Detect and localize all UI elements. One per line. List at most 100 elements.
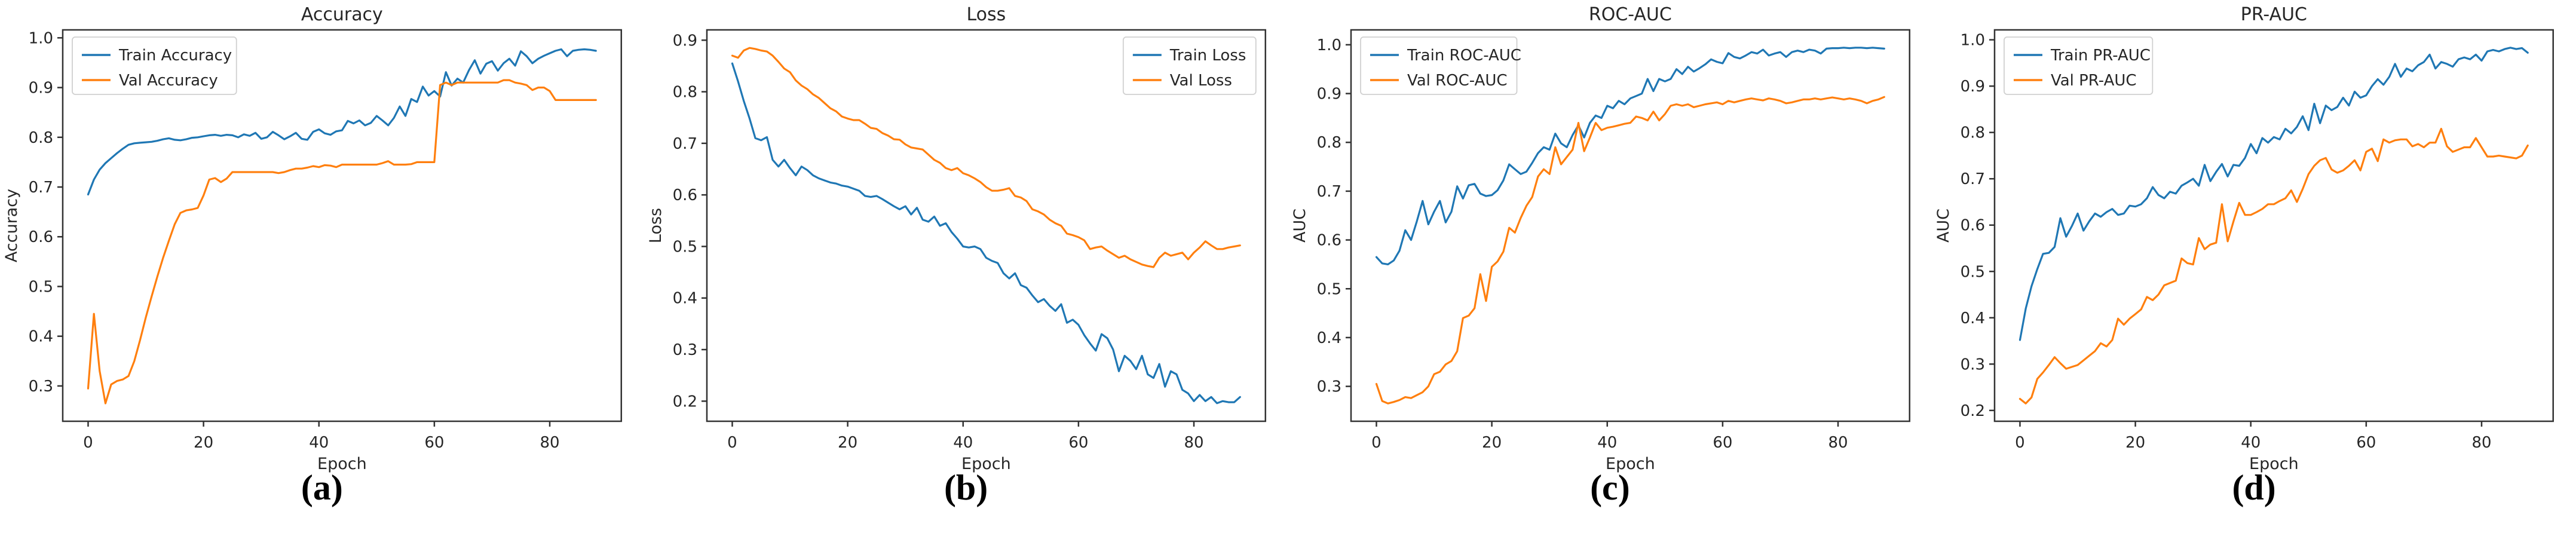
legend-label: Val PR-AUC (2051, 72, 2137, 90)
y-tick-label: 0.9 (1961, 78, 1985, 96)
plot-frame (62, 29, 623, 422)
y-tick-label: 0.5 (1961, 263, 1985, 281)
x-tick-label: 40 (953, 434, 973, 452)
chart-title: ROC-AUC (1588, 4, 1671, 25)
x-tick-label: 40 (2241, 434, 2260, 452)
y-tick-label: 0.3 (1961, 356, 1985, 373)
y-tick-label: 0.6 (1316, 232, 1341, 250)
y-axis-label: AUC (1934, 209, 1953, 243)
y-axis-label: Loss (647, 208, 665, 243)
legend-label: Val ROC-AUC (1407, 72, 1507, 90)
legend: Train PR-AUC Val PR-AUC (2004, 36, 2154, 95)
accuracy-chart: 0.3 0.4 0.5 0.6 0.7 0.8 0.9 1.0 0 20 40 60 80 Accurac… (2, 4, 623, 473)
y-tick-label: 0.5 (1316, 280, 1341, 298)
val-loss-line (731, 47, 1241, 268)
x-tick-label: 20 (1482, 434, 1502, 452)
x-axis-label: Epoch (1606, 455, 1655, 473)
y-tick-label: 0.6 (29, 228, 53, 246)
y-tick-label: 0.6 (1961, 217, 1985, 235)
x-tick-label: 0 (1371, 434, 1382, 452)
caption-b: (b) (944, 468, 988, 507)
x-tick-label: 80 (2472, 434, 2492, 452)
train-roc-auc-line (1375, 47, 1885, 265)
panel-pr-auc: 0.2 0.3 0.4 0.5 0.6 0.7 0.8 0.9 1.0 0 20 40 60 80 PR-A… (1932, 0, 2576, 533)
legend-label: Train ROC-AUC (1406, 47, 1521, 65)
val-accuracy-line (87, 79, 597, 405)
y-tick-label: 0.3 (1316, 378, 1341, 396)
x-tick-label: 60 (1068, 434, 1088, 452)
x-tick-label: 40 (1597, 434, 1617, 452)
roc-auc-chart: 0.3 0.4 0.5 0.6 0.7 0.8 0.9 1.0 0 20 40 60 80 ROC-AUC… (1290, 4, 1910, 473)
y-tick-label: 0.6 (672, 186, 697, 204)
y-tick-label: 1.0 (1316, 36, 1341, 54)
caption-a: (a) (301, 468, 343, 507)
y-tick-label: 0.4 (1316, 329, 1341, 347)
x-axis-label: Epoch (961, 455, 1011, 473)
x-tick-label: 60 (424, 434, 444, 452)
x-tick-label: 0 (83, 434, 93, 452)
y-tick-label: 0.5 (29, 278, 53, 296)
legend: Train ROC-AUC Val ROC-AUC (1359, 36, 1521, 95)
y-tick-label: 0.3 (672, 341, 697, 359)
pr-auc-chart: 0.2 0.3 0.4 0.5 0.6 0.7 0.8 0.9 1.0 0 20 40 60 80 PR-A… (1934, 4, 2554, 473)
train-accuracy-line (87, 48, 597, 196)
x-tick-label: 40 (309, 434, 329, 452)
y-tick-label: 0.7 (672, 135, 697, 153)
legend: Train Loss Val Loss (1122, 36, 1257, 95)
y-tick-label: 0.4 (672, 290, 697, 308)
y-tick-label: 0.8 (1316, 134, 1341, 152)
caption-d: (d) (2232, 468, 2276, 507)
x-tick-label: 20 (838, 434, 857, 452)
loss-chart: 0.2 0.3 0.4 0.5 0.6 0.7 0.8 0.9 0 20 40 60 80 Loss Epo… (647, 4, 1266, 473)
panel-accuracy: 0.3 0.4 0.5 0.6 0.7 0.8 0.9 1.0 0 20 40 60 80 Accurac… (0, 0, 644, 533)
y-tick-label: 1.0 (29, 29, 53, 47)
legend-box (1359, 36, 1517, 95)
y-tick-label: 0.4 (29, 328, 53, 346)
x-tick-label: 0 (2015, 434, 2025, 452)
x-tick-label: 20 (2125, 434, 2145, 452)
y-tick-label: 0.7 (29, 179, 53, 197)
y-tick-label: 0.7 (1961, 170, 1985, 188)
chart-title: PR-AUC (2241, 4, 2307, 25)
y-tick-label: 1.0 (1961, 32, 1985, 50)
x-tick-label: 80 (540, 434, 559, 452)
legend-box (72, 36, 237, 95)
y-tick-label: 0.9 (29, 79, 53, 97)
x-tick-label: 60 (2357, 434, 2376, 452)
y-tick-label: 0.8 (672, 84, 697, 102)
y-tick-label: 0.2 (672, 393, 697, 411)
train-loss-line (731, 62, 1241, 405)
y-tick-label: 0.9 (672, 32, 697, 50)
y-tick-label: 0.2 (1961, 402, 1985, 420)
y-tick-label: 0.8 (29, 129, 53, 147)
y-tick-label: 0.7 (1316, 183, 1341, 201)
y-axis-label: Accuracy (2, 189, 21, 262)
legend-label: Val Accuracy (119, 72, 218, 90)
x-tick-label: 60 (1713, 434, 1732, 452)
train-pr-auc-line (2019, 47, 2529, 341)
x-tick-label: 0 (727, 434, 737, 452)
x-axis-label: Epoch (317, 455, 367, 473)
plot-frame (1350, 29, 1910, 422)
y-axis-label: AUC (1290, 209, 1309, 243)
legend-label: Train PR-AUC (2050, 47, 2151, 65)
x-tick-label: 80 (1184, 434, 1203, 452)
y-tick-label: 0.5 (672, 238, 697, 256)
y-tick-label: 0.3 (29, 378, 53, 396)
val-roc-auc-line (1375, 96, 1885, 405)
chart-title: Loss (966, 4, 1006, 25)
x-tick-label: 20 (194, 434, 213, 452)
y-tick-label: 0.9 (1316, 85, 1341, 103)
chart-title: Accuracy (301, 4, 383, 25)
legend-label: Train Accuracy (118, 47, 232, 65)
panel-loss: 0.2 0.3 0.4 0.5 0.6 0.7 0.8 0.9 0 20 40 60 80 Loss Epo… (644, 0, 1288, 533)
x-tick-label: 80 (1828, 434, 1848, 452)
legend-label: Train Loss (1169, 47, 1246, 65)
y-tick-label: 0.8 (1961, 124, 1985, 142)
legend: Train Accuracy Val Accuracy (72, 36, 237, 95)
plot-frame (706, 29, 1266, 422)
panel-roc-auc: 0.3 0.4 0.5 0.6 0.7 0.8 0.9 1.0 0 20 40 60 80 ROC-AUC… (1288, 0, 1932, 533)
caption-c: (c) (1590, 468, 1630, 507)
x-axis-label: Epoch (2249, 455, 2299, 473)
